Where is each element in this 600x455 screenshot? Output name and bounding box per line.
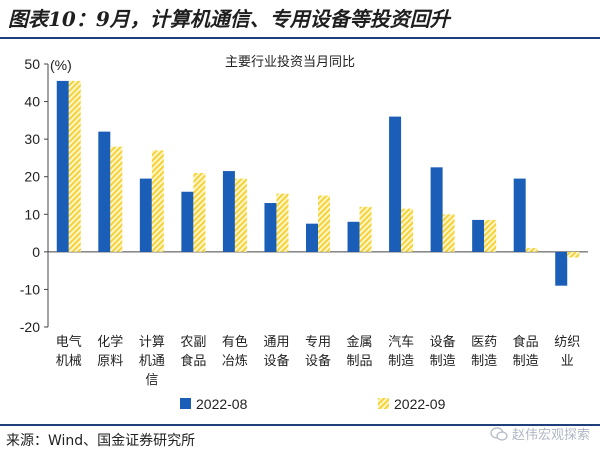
category-label: 通用 — [263, 335, 289, 350]
category-label: 专用 — [305, 335, 331, 350]
figure-title: 图表10：9月，计算机通信、专用设备等投资回升 — [8, 7, 450, 31]
y-tick-label: 10 — [24, 206, 40, 222]
category-label: 食品 — [180, 353, 206, 369]
chart-title: 主要行业投资当月同比 — [225, 54, 355, 70]
y-tick-label: 30 — [24, 131, 40, 147]
category-label: 医药 — [471, 335, 497, 350]
category-label: 纺织 — [554, 335, 580, 350]
category-label: 制造 — [430, 354, 456, 369]
category-label: 制造 — [388, 354, 414, 369]
legend-label-2022-08: 2022-08 — [196, 396, 248, 412]
bar-2022-09-7 — [359, 206, 372, 252]
y-tick-label: -10 — [20, 281, 40, 297]
legend: 2022-08 2022-09 — [180, 396, 446, 412]
category-label: 电气 — [56, 334, 82, 350]
y-tick-label: -20 — [20, 319, 40, 335]
bar-2022-09-8 — [401, 208, 414, 252]
bar-2022-08-3 — [181, 191, 194, 252]
bar-2022-08-4 — [222, 171, 235, 252]
category-label: 金属 — [347, 334, 373, 350]
category-label: 制造 — [471, 354, 497, 369]
category-label: 设备 — [263, 353, 289, 369]
category-label: 设备 — [305, 353, 331, 369]
y-unit-label: (%) — [50, 57, 72, 73]
bar-2022-08-7 — [347, 221, 360, 252]
legend-swatch-2022-08 — [180, 398, 191, 409]
category-label: 机通 — [139, 354, 165, 369]
category-label: 计算 — [139, 335, 165, 350]
category-label: 制品 — [347, 354, 373, 369]
category-label: 设备 — [430, 334, 456, 350]
watermark-text: 赵伟宏观探索 — [511, 428, 590, 443]
bar-2022-08-8 — [389, 116, 402, 252]
source-note: 来源：Wind、国金证券研究所 — [6, 433, 196, 449]
bar-2022-08-0 — [56, 80, 69, 252]
bar-2022-09-4 — [234, 178, 247, 252]
bar-2022-08-12 — [555, 251, 568, 286]
category-label: 原料 — [97, 354, 123, 369]
category-label: 机械 — [56, 354, 82, 369]
bar-2022-09-6 — [318, 195, 330, 252]
bar-2022-09-12 — [567, 251, 580, 258]
bar-2022-09-11 — [525, 248, 538, 252]
bar-2022-09-0 — [68, 80, 81, 252]
bar-2022-08-9 — [430, 167, 443, 252]
category-label: 有色 — [222, 334, 248, 350]
bar-chart: 主要行业投资当月同比 (%) -20 -10 0 10 20 30 40 50 电气机械化学原… — [20, 54, 588, 412]
bar-2022-08-10 — [472, 219, 485, 252]
bars-group — [56, 80, 580, 286]
category-label: 信 — [145, 373, 158, 388]
category-label: 冶炼 — [222, 354, 248, 369]
category-label: 化学 — [97, 334, 123, 350]
title-rule — [0, 37, 600, 39]
bar-2022-09-3 — [193, 172, 206, 252]
y-tick-label: 50 — [24, 56, 40, 72]
y-tick-label: 0 — [32, 244, 40, 260]
bar-2022-08-6 — [306, 223, 318, 252]
bar-2022-09-10 — [484, 219, 497, 252]
category-label: 制造 — [513, 354, 539, 369]
bar-2022-08-2 — [139, 178, 152, 252]
category-labels-group: 电气机械化学原料计算机通信农副食品有色冶炼通用设备专用设备金属制品汽车制造设备制… — [56, 334, 580, 388]
y-tick-label: 20 — [24, 169, 40, 185]
wechat-icon — [490, 426, 508, 441]
bar-2022-09-9 — [442, 214, 455, 252]
watermark: 赵伟宏观探索 — [490, 424, 590, 443]
footer-rule — [0, 424, 600, 426]
bar-2022-09-5 — [276, 193, 289, 252]
category-label: 汽车 — [388, 334, 414, 350]
bar-2022-09-2 — [151, 150, 164, 252]
y-tick-label: 40 — [24, 94, 40, 110]
legend-label-2022-09: 2022-09 — [394, 396, 446, 412]
bar-2022-08-5 — [264, 203, 277, 252]
bar-2022-08-11 — [513, 178, 526, 252]
category-label: 农副 — [180, 335, 206, 350]
bar-2022-09-1 — [110, 146, 123, 252]
bar-2022-08-1 — [98, 131, 111, 252]
category-label: 食品 — [513, 334, 539, 350]
legend-swatch-2022-09 — [378, 398, 389, 409]
category-label: 业 — [561, 354, 574, 369]
